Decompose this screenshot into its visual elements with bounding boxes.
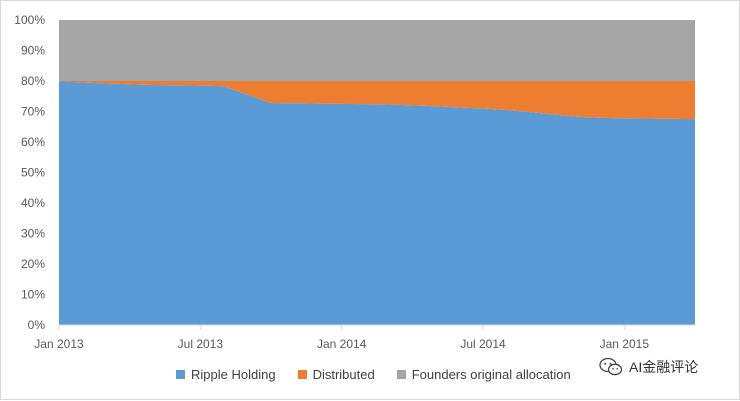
- x-tick-label: Jan 2013: [34, 337, 84, 351]
- y-tick-label: 40%: [21, 196, 45, 210]
- y-tick-label: 50%: [21, 166, 45, 180]
- legend-label: Founders original allocation: [411, 367, 571, 382]
- x-tick-label: Jul 2014: [460, 337, 506, 351]
- wechat-icon: [599, 357, 623, 376]
- legend-label: Ripple Holding: [191, 367, 276, 382]
- y-tick-label: 30%: [21, 227, 45, 241]
- legend-label: Distributed: [312, 367, 375, 382]
- legend-item: Ripple Holding: [176, 367, 276, 382]
- y-tick-label: 80%: [21, 74, 45, 88]
- areas-layer: [59, 20, 695, 325]
- legend-swatch: [176, 370, 185, 379]
- y-tick-label: 0%: [28, 318, 46, 332]
- y-tick-label: 20%: [21, 257, 45, 271]
- x-tick-label: Jul 2013: [178, 337, 224, 351]
- area-distributed: [59, 81, 695, 120]
- x-tick-labels: Jan 2013 Jul 2013 Jan 2014 Jul 2014 Jan 2015: [34, 325, 649, 351]
- legend-item: Founders original allocation: [396, 367, 571, 382]
- legend-swatch: [396, 370, 406, 379]
- legend: Ripple Holding Distributed Founders origin…: [176, 367, 571, 382]
- watermark-text: AI金融评论: [629, 359, 699, 375]
- area-founders-original-allocation: [59, 20, 695, 81]
- legend-swatch: [297, 370, 307, 379]
- y-tick-label: 100%: [14, 13, 45, 27]
- y-tick-label: 90%: [21, 44, 45, 58]
- y-tick-labels: 0% 10% 20% 30% 40% 50% 60% 70% 80% 90% 100%: [14, 13, 45, 332]
- legend-item: Distributed: [297, 367, 375, 382]
- watermark: AI金融评论: [599, 357, 698, 377]
- y-tick-label: 60%: [21, 135, 45, 149]
- x-tick-label: Jan 2015: [600, 337, 650, 351]
- y-tick-label: 10%: [21, 288, 45, 302]
- area-ripple-holding: [59, 81, 695, 325]
- y-tick-label: 70%: [21, 105, 45, 119]
- x-tick-label: Jan 2014: [317, 337, 367, 351]
